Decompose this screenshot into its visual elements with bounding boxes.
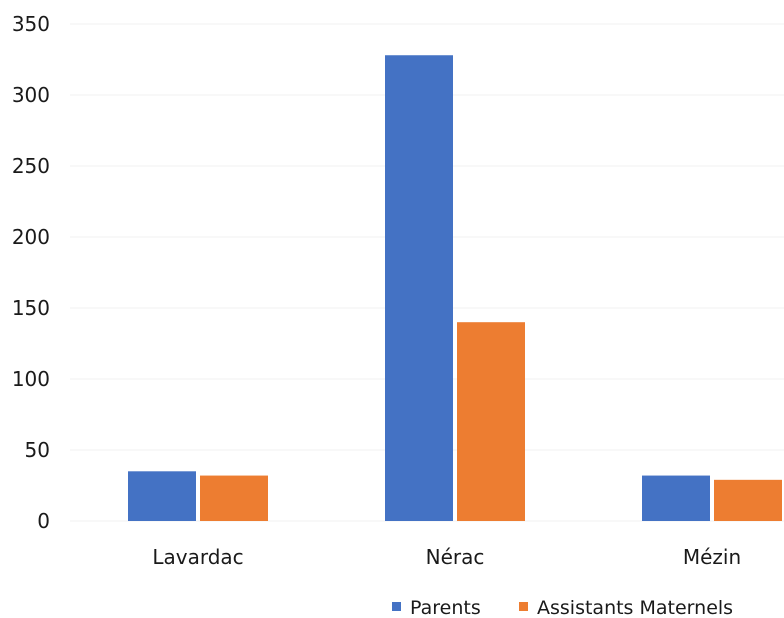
x-category-label: Lavardac xyxy=(152,545,243,569)
bar-parents-1 xyxy=(385,55,453,522)
bar-parents-0 xyxy=(128,471,196,521)
y-tick-label: 200 xyxy=(12,225,50,249)
category-labels: Lavardac Nérac Mézin xyxy=(152,545,741,569)
bar-parents-2 xyxy=(642,475,710,521)
y-tick-label: 0 xyxy=(37,509,50,533)
legend-swatch xyxy=(519,602,528,611)
x-category-label: Mézin xyxy=(683,545,741,569)
y-tick-label: 350 xyxy=(12,12,50,36)
bars xyxy=(128,55,782,522)
y-tick-label: 300 xyxy=(12,83,50,107)
legend-label: Assistants Maternels xyxy=(537,597,733,618)
bar-assistants-maternels-1 xyxy=(457,322,525,521)
y-tick-label: 250 xyxy=(12,154,50,178)
legend: Parents Assistants Maternels xyxy=(392,597,733,618)
legend-label: Parents xyxy=(410,597,481,618)
legend-swatch xyxy=(392,602,401,611)
y-tick-label: 150 xyxy=(12,296,50,320)
bar-assistants-maternels-0 xyxy=(200,475,268,521)
y-axis-tick-labels: 0 50 100 150 200 250 300 350 xyxy=(12,12,50,533)
y-tick-label: 50 xyxy=(25,438,50,462)
x-category-label: Nérac xyxy=(426,545,485,569)
bar-assistants-maternels-2 xyxy=(714,479,782,521)
y-tick-label: 100 xyxy=(12,367,50,391)
